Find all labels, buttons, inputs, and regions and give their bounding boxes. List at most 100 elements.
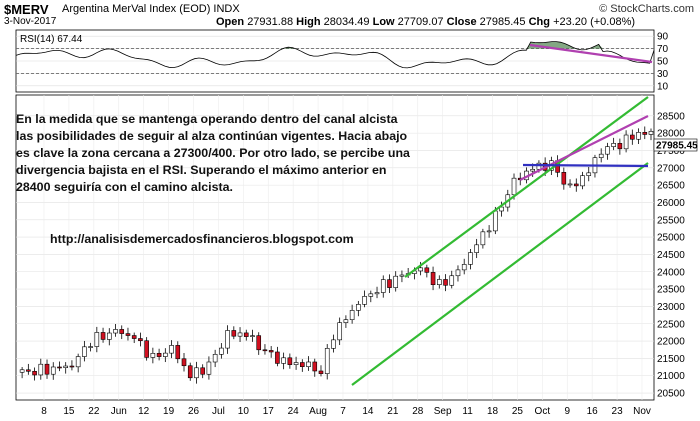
close-label: Close xyxy=(446,16,477,28)
candle-body xyxy=(268,350,274,353)
brand-logo: © StockCharts.com xyxy=(599,3,694,15)
candle-body xyxy=(580,175,585,187)
candle-body xyxy=(63,365,68,369)
price-frame xyxy=(15,94,655,401)
candle-body xyxy=(368,293,374,297)
candle-body xyxy=(468,252,473,265)
candle-body xyxy=(362,296,367,305)
candle-body xyxy=(306,361,311,367)
last-price-label: 27985.45 xyxy=(656,141,698,152)
candle-body xyxy=(300,362,305,367)
candle-body xyxy=(69,365,75,368)
candle-body xyxy=(642,132,648,135)
candle-body xyxy=(623,134,629,150)
candle-body xyxy=(181,358,187,367)
candle-body xyxy=(374,292,380,295)
date-tick-label: Aug xyxy=(309,406,327,417)
candle-body xyxy=(156,352,162,357)
date-tick-label: 9 xyxy=(564,406,570,417)
rsi-tick-label: 70 xyxy=(657,44,669,55)
rsi-tick-label: 90 xyxy=(657,32,669,43)
high-label: High xyxy=(296,16,321,28)
resistance-trend-line xyxy=(519,115,649,181)
candle-body xyxy=(399,274,405,277)
date-tick-label: Jun xyxy=(111,406,127,417)
date-tick-label: 16 xyxy=(587,406,599,417)
candle-body xyxy=(605,146,610,155)
quote-summary: Open 27931.88 High 28034.49 Low 27709.07… xyxy=(216,16,635,28)
candle-body xyxy=(287,357,293,365)
price-tick-label: 28500 xyxy=(657,111,685,122)
candle-body xyxy=(150,352,156,358)
price-tick-label: 21500 xyxy=(657,354,685,365)
price-axis: 28500 28000 27500 27000 26500 26000 25500 25000… xyxy=(657,111,685,399)
candle-body xyxy=(318,370,324,374)
candle-body xyxy=(349,310,355,320)
candle-body xyxy=(19,369,25,373)
candle-body xyxy=(32,370,37,376)
candle-body xyxy=(455,269,461,277)
candle-body xyxy=(200,367,205,375)
candle-body xyxy=(187,365,193,379)
candle-body xyxy=(138,338,143,342)
channel-lower-line xyxy=(351,162,649,386)
candle-body xyxy=(636,132,641,140)
candle-body xyxy=(511,177,517,196)
date-tick-label: 21 xyxy=(387,406,399,417)
candle-body xyxy=(75,356,81,368)
candle-body xyxy=(38,363,44,376)
price-tick-label: 25000 xyxy=(657,233,685,244)
candle-body xyxy=(474,244,479,253)
candle-body xyxy=(424,267,430,273)
candle-body xyxy=(206,361,212,375)
candle-body xyxy=(499,206,504,212)
candle-body xyxy=(144,340,149,358)
candle-body xyxy=(212,354,218,363)
index-full-name: Argentina MerVal Index (EOD) xyxy=(62,3,211,15)
date-tick-label: Sep xyxy=(434,406,452,417)
date-tick-label: 18 xyxy=(487,406,499,417)
price-tick-label: 24000 xyxy=(657,267,685,278)
candle-body xyxy=(88,346,93,348)
candle-body xyxy=(50,366,56,375)
price-tick-label: 23500 xyxy=(657,285,685,296)
channel-upper-line xyxy=(404,96,649,278)
date-tick-label: 14 xyxy=(362,406,374,417)
price-tick-label: 22000 xyxy=(657,337,685,348)
chg-label: Chg xyxy=(528,16,550,28)
candle-body xyxy=(380,279,386,293)
candle-body xyxy=(82,346,87,357)
price-tick-label: 26500 xyxy=(657,181,685,192)
candle-body xyxy=(125,333,131,336)
chart-symbol: $MERV xyxy=(4,2,49,17)
exchange-label: INDX xyxy=(213,3,240,15)
index-name: Argentina MerVal Index (EOD) INDX xyxy=(62,3,240,15)
candle-body xyxy=(356,304,361,311)
price-tick-label: 25500 xyxy=(657,215,685,226)
date-tick-label: 11 xyxy=(462,406,473,417)
low-label: Low xyxy=(372,16,395,28)
candle-body xyxy=(163,352,168,357)
candle-body xyxy=(256,335,262,351)
date-tick-label: 12 xyxy=(138,406,150,417)
last-price-box xyxy=(653,138,698,152)
candle-body xyxy=(194,367,199,379)
candle-body xyxy=(57,366,62,369)
candle-body xyxy=(331,339,336,349)
support-line xyxy=(522,163,649,168)
candle-body xyxy=(113,329,118,334)
date-tick-label: 8 xyxy=(41,406,47,417)
candle-body xyxy=(44,363,50,375)
rsi-label: RSI(14) 67.44 xyxy=(20,34,83,45)
low-value: 27709.07 xyxy=(397,16,444,28)
candle-body xyxy=(617,143,623,150)
rsi-tick-label: 50 xyxy=(657,57,669,68)
candle-body xyxy=(586,172,592,176)
candle-body xyxy=(648,131,654,135)
price-tick-label: 22500 xyxy=(657,319,685,330)
candle-body xyxy=(26,369,31,372)
price-tick-label: 27000 xyxy=(657,163,685,174)
blog-url: http://analisisdemercadosfinancieros.blo… xyxy=(50,232,354,246)
